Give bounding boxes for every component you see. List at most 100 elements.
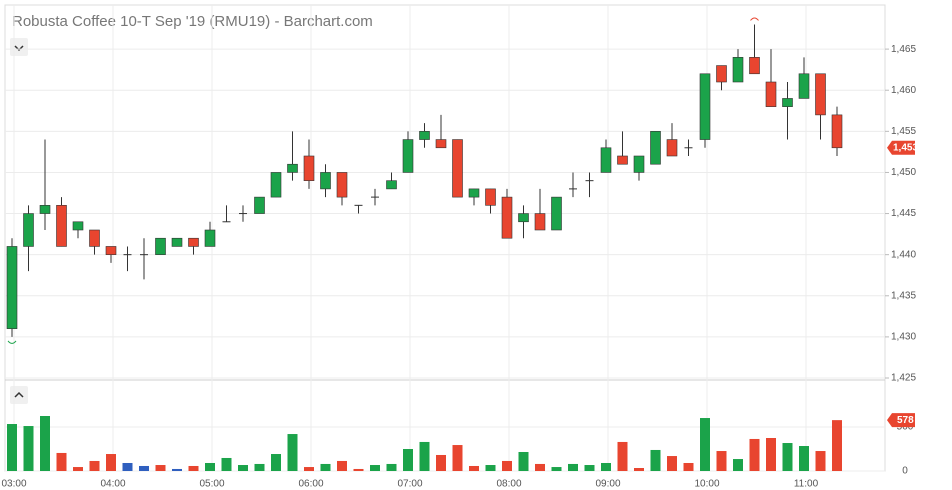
candle-body (551, 196, 562, 231)
volume-bar (683, 462, 694, 471)
volume-bar (238, 465, 248, 471)
high-marker (750, 17, 759, 21)
volume-bar (485, 465, 496, 471)
collapse-button[interactable] (10, 38, 28, 56)
button-bg[interactable] (10, 386, 28, 404)
volume-bar (188, 465, 199, 471)
volume-bar (89, 460, 100, 471)
volume-bar (287, 434, 298, 471)
plot-frame (4, 4, 886, 472)
y-tick-label: 1,445 (891, 208, 916, 219)
chevron (14, 45, 24, 52)
x-tick-label: 11:00 (794, 479, 819, 490)
volume-bar (815, 451, 826, 471)
volume-bar (337, 460, 347, 471)
volume-bar (733, 459, 743, 471)
y-tick-label: 1,440 (891, 249, 916, 260)
candle-body (89, 229, 100, 247)
volume-bar (700, 418, 710, 471)
candle-body (765, 81, 777, 107)
volume-bar (254, 463, 265, 471)
collapse-button[interactable] (10, 386, 28, 404)
candle-body (72, 221, 84, 231)
volume-bar (106, 454, 116, 471)
candle-body (336, 172, 348, 198)
y-tick-label: 0 (902, 466, 908, 477)
volume-bar (139, 465, 149, 471)
candle-body (518, 213, 529, 223)
volume-bar (601, 462, 611, 471)
volume-bar (122, 462, 133, 471)
y-tick-label: 1,455 (891, 126, 916, 137)
candle-body (320, 172, 331, 190)
volume-bar (56, 452, 67, 471)
volume-bar (271, 454, 281, 471)
candle-body (650, 131, 661, 165)
y-tick-label: 1,460 (891, 85, 916, 96)
candle-body (617, 155, 628, 165)
volume-bar (502, 460, 512, 471)
candle-body (419, 131, 430, 140)
candle-body (798, 73, 810, 99)
volume-bar (452, 445, 463, 471)
volume-bar (469, 465, 479, 471)
x-tick-label: 05:00 (199, 479, 224, 490)
volume-bar (419, 441, 430, 471)
y-tick-label: 1,425 (891, 373, 916, 384)
candle-body (39, 205, 51, 214)
candle-body (501, 196, 513, 239)
volume-bar (518, 451, 529, 471)
volume-bar (782, 443, 793, 471)
candle-body (782, 98, 793, 107)
y-tick-label: 1,450 (891, 167, 916, 178)
volume-bar (799, 446, 809, 471)
low-marker (7, 340, 17, 344)
candle-body (254, 196, 265, 214)
candle-body (831, 114, 843, 149)
candle-body (716, 65, 727, 83)
candle-body (732, 57, 744, 83)
volume-bar (832, 420, 842, 471)
volume-bar (568, 463, 578, 471)
volume-bar (40, 416, 50, 471)
volume-bar (23, 426, 34, 471)
volume-bar (716, 451, 727, 471)
last-price-label: 1,453 (893, 142, 918, 153)
candle-body (155, 237, 166, 255)
x-tick-label: 06:00 (298, 479, 323, 490)
candle-body (666, 139, 678, 157)
volume-bar (320, 463, 331, 471)
last-volume-label: 578 (897, 415, 914, 426)
x-tick-label: 09:00 (595, 479, 620, 490)
volume-bar (304, 467, 314, 471)
candle-body (204, 229, 216, 247)
volume-bar (584, 465, 595, 471)
last-volume-box (887, 413, 915, 428)
y-tick-label: 1,465 (891, 44, 916, 55)
volume-bar (73, 467, 83, 471)
x-tick-label: 08:00 (496, 479, 521, 490)
volume-bar (634, 468, 644, 471)
volume-bar (551, 467, 562, 471)
volume-bar (650, 449, 661, 471)
candle-body (105, 246, 117, 255)
candle-body (402, 139, 414, 173)
chart-title: Robusta Coffee 10-T Sep '19 (RMU19) - Ba… (12, 13, 373, 30)
candle-body (633, 155, 645, 173)
volume-bar (749, 438, 760, 471)
volume-bar (205, 462, 215, 471)
candle-body (452, 139, 463, 198)
x-tick-label: 07:00 (397, 479, 422, 490)
volume-bar (766, 438, 776, 471)
volume-bar (353, 468, 364, 471)
candle-body (56, 205, 67, 247)
candle-body (171, 237, 183, 247)
button-bg[interactable] (10, 38, 28, 56)
volume-bar (535, 463, 545, 471)
volume-bar (403, 449, 413, 471)
x-tick-label: 03:00 (1, 479, 26, 490)
candle-body (188, 237, 199, 247)
candle-body (6, 246, 18, 329)
volume-bar (221, 457, 232, 471)
candle-body (270, 172, 282, 198)
